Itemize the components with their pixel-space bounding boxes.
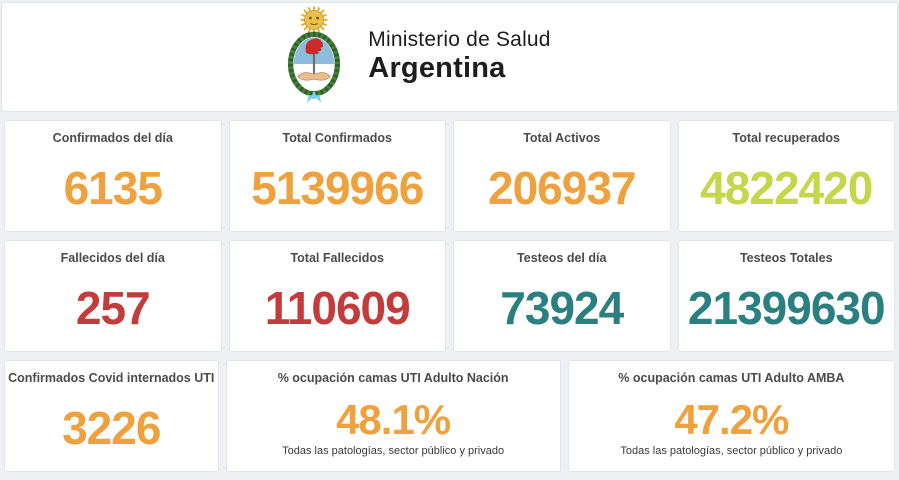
- stat-card-total-fallecidos: Total Fallecidos 110609: [228, 240, 446, 352]
- stat-value: 6135: [63, 162, 163, 214]
- stat-label: Confirmados Covid internados UTI: [8, 371, 215, 385]
- stats-row-3: Confirmados Covid internados UTI 3226 % …: [0, 360, 899, 472]
- stat-value: 21399630: [687, 282, 886, 334]
- stat-value: 206937: [488, 162, 636, 214]
- stat-subtext: Todas las patologías, sector público y p…: [620, 445, 843, 457]
- stats-row-1: Confirmados del día 6135 Total Confirmad…: [0, 120, 899, 232]
- stat-value: 47.2%: [674, 396, 789, 443]
- stat-label: Confirmados del día: [52, 131, 173, 145]
- stat-value: 3226: [62, 402, 161, 454]
- stat-label: % ocupación camas UTI Adulto Nación: [277, 371, 509, 385]
- stat-card-testeos-dia: Testeos del día 73924: [453, 240, 671, 352]
- stat-label: Total Activos: [523, 131, 601, 145]
- stat-card-fallecidos-dia: Fallecidos del día 257: [4, 240, 222, 352]
- stat-value: 5139966: [251, 162, 424, 214]
- stats-row-2: Fallecidos del día 257 Total Fallecidos …: [0, 240, 899, 352]
- stat-label: Fallecidos del día: [60, 251, 165, 265]
- stat-label: Testeos Totales: [739, 251, 833, 265]
- brand: Ministerio de Salud Argentina: [278, 3, 551, 112]
- country-name: Argentina: [368, 52, 506, 85]
- header: Ministerio de Salud Argentina: [1, 2, 898, 112]
- stat-card-uti-internados: Confirmados Covid internados UTI 3226: [4, 360, 219, 472]
- stat-label: Total Confirmados: [282, 131, 393, 145]
- stat-value: 48.1%: [336, 396, 451, 443]
- stat-label: Testeos del día: [517, 251, 607, 265]
- argentina-coat-of-arms-icon: [278, 3, 350, 112]
- stat-card-testeos-totales: Testeos Totales 21399630: [677, 240, 895, 352]
- stat-card-uti-nacion: % ocupación camas UTI Adulto Nación 48.1…: [225, 360, 561, 472]
- stat-card-uti-amba: % ocupación camas UTI Adulto AMBA 47.2% …: [567, 360, 895, 472]
- stat-label: Total Fallecidos: [290, 251, 385, 265]
- stat-value: 110609: [264, 282, 411, 334]
- stat-card-total-activos: Total Activos 206937: [453, 120, 671, 232]
- stat-value: 73924: [500, 282, 624, 334]
- ministry-name: Ministerio de Salud: [368, 28, 551, 52]
- stat-value: 4822420: [700, 162, 873, 214]
- stat-subtext: Todas las patologías, sector público y p…: [282, 445, 505, 457]
- stat-value: 257: [75, 282, 151, 334]
- stat-label: Total recuperados: [732, 131, 840, 145]
- stat-label: % ocupación camas UTI Adulto AMBA: [618, 371, 845, 385]
- stat-card-total-confirmados: Total Confirmados 5139966: [228, 120, 446, 232]
- stat-card-confirmados-dia: Confirmados del día 6135: [4, 120, 222, 232]
- stat-card-total-recuperados: Total recuperados 4822420: [677, 120, 895, 232]
